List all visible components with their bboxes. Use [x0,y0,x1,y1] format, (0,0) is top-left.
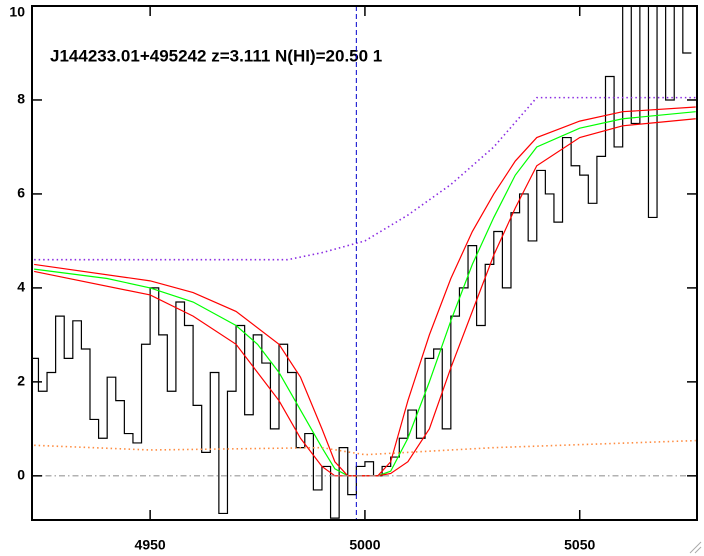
series-line [32,6,692,519]
y-tick-label: 4 [17,279,25,295]
x-tick-label: 5000 [349,537,380,553]
y-tick-label: 10 [9,4,25,20]
y-tick-label: 0 [17,467,25,483]
x-tick-label: 5050 [564,537,595,553]
y-tick-label: 6 [17,185,25,201]
resize-grip [689,541,702,554]
plot-frame [31,5,698,521]
x-tick-label: 4950 [135,537,166,553]
series-line [34,106,696,477]
chart-title: J144233.01+495242 z=3.111 N(HI)=20.50 1 [50,46,382,65]
series-line [34,118,696,477]
series-line [34,96,696,261]
y-tick-label: 2 [17,373,25,389]
y-tick-label: 8 [17,91,25,107]
